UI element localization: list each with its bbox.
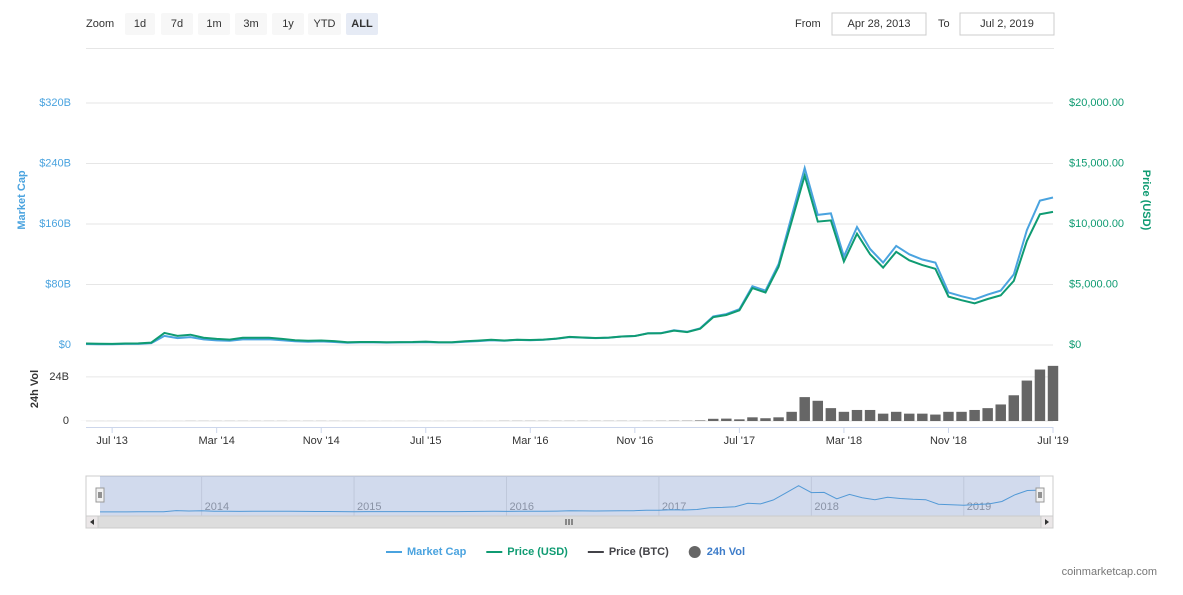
volume-bar [995,404,1006,421]
x-tick-label: Mar '14 [199,435,235,447]
y-tick-label: $0 [59,339,71,351]
x-tick-label: Nov '16 [616,435,653,447]
series-line [85,164,1054,346]
navigator-label: 2014 [205,501,229,513]
to-input[interactable] [959,12,1055,36]
zoom-button[interactable] [308,13,341,35]
legend-label[interactable]: 24h Vol [707,546,745,558]
scroll-arrow [1045,519,1049,525]
volume-bar [838,411,850,421]
volume-bar [1008,395,1020,421]
navigator-handle[interactable] [1035,487,1045,503]
y3-tick-label: 24B [49,371,69,383]
y2-tick-label: $10,000.00 [1069,218,1124,230]
x-tick-label: Jul '19 [1037,435,1068,447]
y3-axis-title: 24h Vol [29,370,41,408]
zoom-button-label[interactable]: 1y [282,18,294,30]
scroll-arrow [90,519,94,525]
navigator-label: 2015 [357,501,381,513]
from-value[interactable]: Apr 28, 2013 [848,18,911,30]
volume-bar [773,417,784,421]
volume-bar [760,418,771,421]
volume-bar [799,397,810,421]
zoom-button[interactable] [161,13,193,35]
volume-bar [904,413,915,421]
credits: coinmarketcap.com [1062,566,1157,578]
from-label: From [795,18,821,30]
volume-bar [969,409,980,421]
volume-bar [825,408,837,421]
zoom-button[interactable] [346,13,378,35]
x-tick-label: Jul '13 [96,435,127,447]
zoom-button[interactable] [198,13,230,35]
y2-tick-label: $5,000.00 [1069,278,1118,290]
zoom-label: Zoom [86,18,114,30]
legend-label[interactable]: Price (USD) [507,546,568,558]
y-axis-title: Market Cap [16,170,28,230]
y-tick-label: $160B [39,218,71,230]
legend-symbol[interactable] [688,546,701,558]
to-label: To [938,18,950,30]
zoom-button[interactable] [235,13,267,35]
navigator-handle[interactable] [95,487,105,503]
y-tick-label: $240B [39,157,71,169]
legend-label[interactable]: Price (BTC) [609,546,669,558]
y-tick-label: $80B [45,278,71,290]
volume-bar [1034,369,1046,421]
volume-bar [1047,365,1059,421]
y2-tick-label: $0 [1069,339,1081,351]
y-tick-label: $320B [39,97,71,109]
x-tick-label: Jul '17 [724,435,755,447]
y2-tick-label: $15,000.00 [1069,157,1124,169]
volume-bar [747,417,758,421]
zoom-button-label[interactable]: 1m [206,18,221,30]
volume-bar [721,418,732,421]
volume-bar [851,409,863,421]
navigator-label: 2018 [814,501,838,513]
to-value[interactable]: Jul 2, 2019 [980,18,1034,30]
from-input[interactable] [831,12,927,36]
volume-bar [812,400,824,421]
x-tick-label: Jul '15 [410,435,441,447]
x-tick-label: Mar '16 [512,435,548,447]
volume-bar [1021,380,1033,421]
volume-bar [864,409,876,421]
y2-tick-label: $20,000.00 [1069,97,1124,109]
zoom-button-label[interactable]: ALL [351,18,373,30]
volume-bar [890,411,902,421]
zoom-button-label[interactable]: 7d [171,18,183,30]
zoom-button-label[interactable]: 1d [134,18,146,30]
series-line [85,171,1054,345]
volume-bar [694,420,706,421]
volume-bar [943,411,954,421]
volume-bar [956,411,967,421]
zoom-button[interactable] [272,13,304,35]
volume-bar [930,414,941,421]
zoom-button-label[interactable]: 3m [243,18,258,30]
volume-bar [708,418,719,421]
legend-label[interactable]: Market Cap [407,546,467,558]
x-tick-label: Nov '18 [930,435,967,447]
volume-bar [917,413,928,421]
volume-bar [877,413,889,421]
navigator-label: 2016 [509,501,533,513]
navigator-line [100,485,1041,513]
y3-tick-label: 0 [63,415,69,427]
x-tick-label: Nov '14 [303,435,340,447]
zoom-button-label[interactable]: YTD [314,18,336,30]
volume-bar [786,411,797,421]
volume-bar [734,419,745,421]
y2-axis-title: Price (USD) [1140,170,1152,231]
volume-bar [982,408,993,421]
navigator-selection[interactable] [100,476,1040,516]
zoom-button[interactable] [125,13,155,35]
x-tick-label: Mar '18 [826,435,862,447]
